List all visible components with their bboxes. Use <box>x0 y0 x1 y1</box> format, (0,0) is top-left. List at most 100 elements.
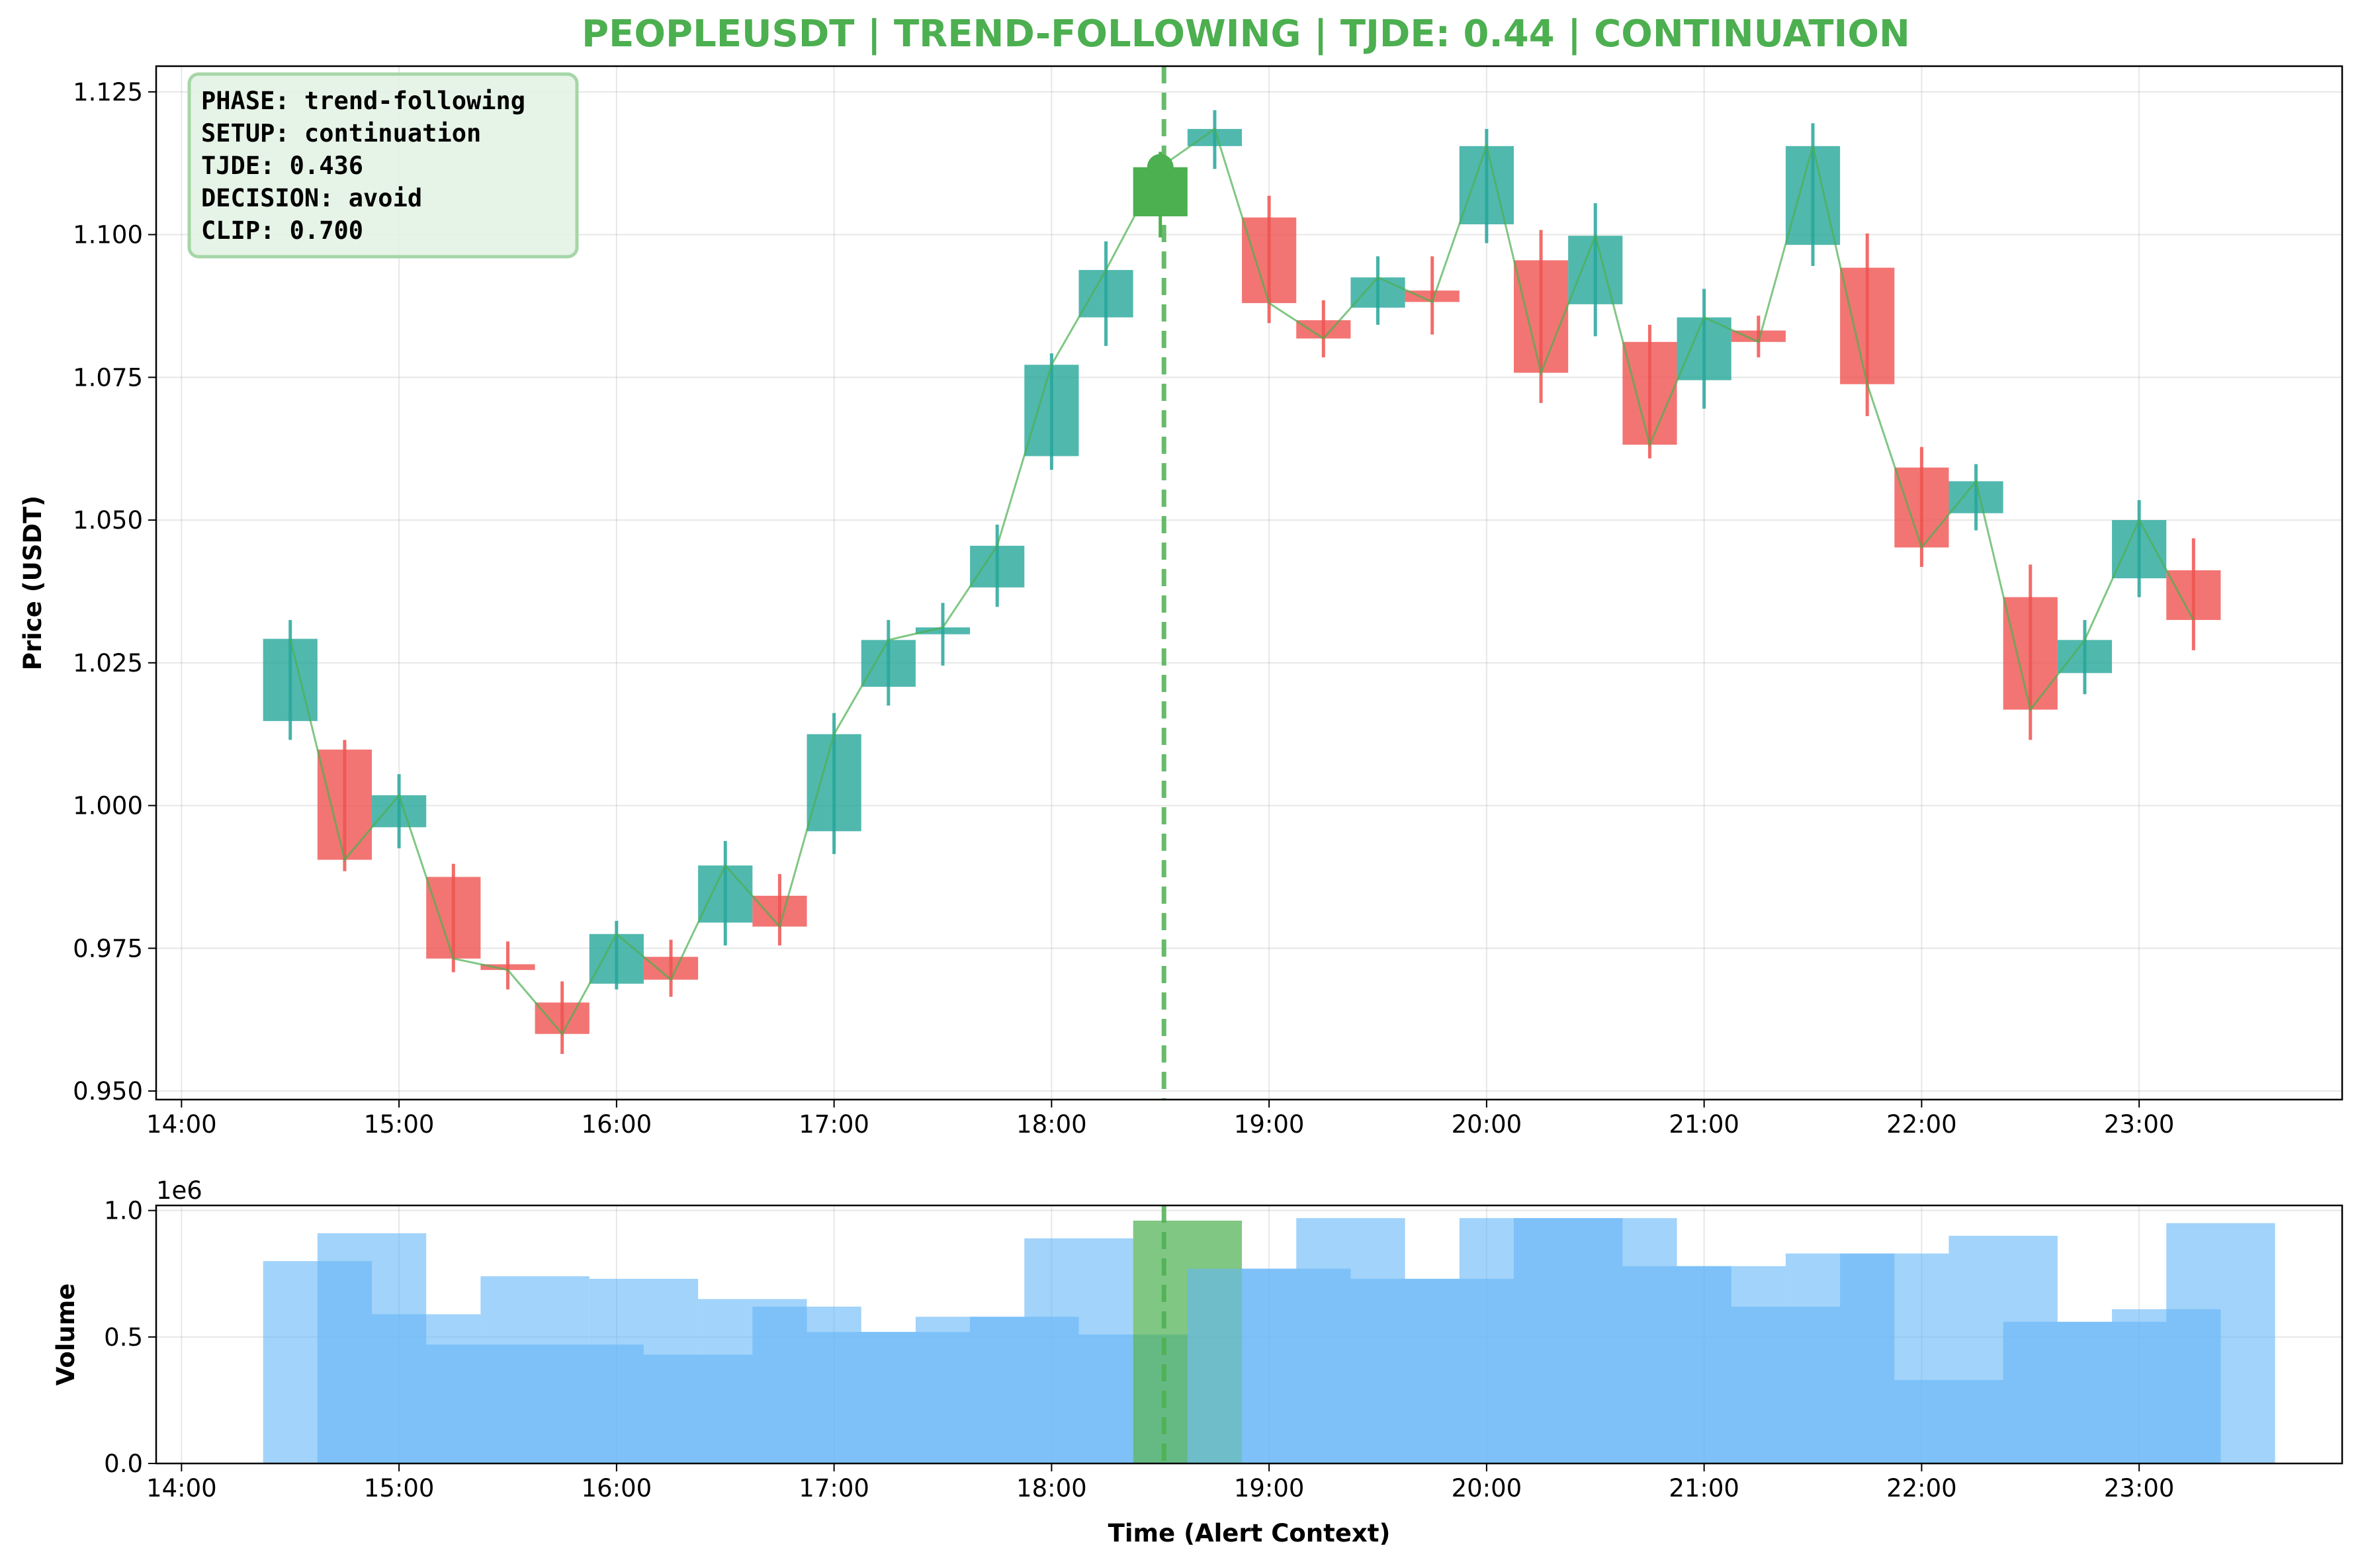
info-tjde: TJDE: 0.436 <box>201 152 363 180</box>
candle <box>807 713 861 854</box>
volume-x-tick-label: 17:00 <box>799 1474 869 1503</box>
candle-body <box>1459 146 1514 225</box>
x-axis-label: Time (Alert Context) <box>1108 1519 1391 1547</box>
candle-body <box>372 795 427 828</box>
candle <box>480 941 535 990</box>
price-x-tick-label: 23:00 <box>2104 1110 2175 1139</box>
candle-body <box>1568 236 1623 304</box>
candle <box>643 939 699 997</box>
candle-body <box>1677 317 1731 380</box>
info-decision: DECISION: avoid <box>201 184 422 212</box>
price-y-tick-label: 0.975 <box>73 934 143 963</box>
candle-body <box>1350 277 1405 308</box>
candle <box>1568 203 1623 337</box>
price-y-ticks: 0.950 0.975 1.000 1.025 1.050 1.075 1.100 1.125 <box>73 78 156 1106</box>
candle <box>372 774 427 849</box>
volume-x-tick-label: 20:00 <box>1452 1474 1522 1503</box>
candle-body <box>317 749 372 860</box>
info-clip: CLIP: 0.700 <box>201 216 363 245</box>
candle-body <box>1894 467 1949 548</box>
candle <box>1513 230 1569 404</box>
price-y-tick-label: 1.075 <box>73 363 143 392</box>
alert-marker <box>1147 153 1174 181</box>
price-x-tick-label: 21:00 <box>1669 1110 1739 1139</box>
candle <box>1350 256 1405 325</box>
candle-body <box>1840 267 1895 384</box>
candle-body <box>1948 481 2003 513</box>
candle-body <box>915 627 971 634</box>
candle <box>1622 324 1677 458</box>
close-price-line <box>289 127 2195 1036</box>
candle <box>1459 128 1514 243</box>
candle <box>915 603 971 666</box>
price-x-tick-label: 20:00 <box>1452 1110 1522 1139</box>
candle-body <box>861 640 916 687</box>
volume-x-tick-label: 21:00 <box>1669 1474 1739 1503</box>
volume-x-tick-label: 23:00 <box>2104 1474 2175 1503</box>
volume-x-tick-label: 15:00 <box>364 1474 435 1503</box>
info-setup: SETUP: continuation <box>201 119 481 148</box>
candle <box>1078 241 1133 346</box>
candle-body <box>698 865 753 923</box>
candle <box>1242 195 1297 324</box>
volume-y-tick-label: 0.0 <box>104 1450 143 1478</box>
candle <box>1024 353 1079 470</box>
chart-title: PEOPLEUSDT | TREND-FOLLOWING | TJDE: 0.4… <box>582 13 1910 56</box>
candle-body <box>1731 330 1786 342</box>
price-y-tick-label: 1.000 <box>73 792 143 820</box>
volume-x-ticks: 14:00 15:00 16:00 17:00 18:00 19:00 20:00 21:00… <box>146 1463 2174 1503</box>
price-y-tick-label: 1.025 <box>73 649 143 677</box>
volume-x-tick-label: 22:00 <box>1886 1474 1957 1503</box>
volume-x-tick-label: 16:00 <box>582 1474 652 1503</box>
candle <box>2057 620 2113 695</box>
volume-y-axis-label: Volume <box>52 1284 80 1386</box>
candle <box>589 920 644 990</box>
candle <box>1677 288 1731 409</box>
candle <box>263 620 318 740</box>
info-box: PHASE: trend-following SETUP: continuati… <box>187 72 579 259</box>
price-x-tick-label: 14:00 <box>146 1110 217 1139</box>
candle-body <box>1296 320 1351 339</box>
price-x-tick-label: 18:00 <box>1016 1110 1087 1139</box>
price-y-tick-label: 1.100 <box>73 221 143 249</box>
volume-axes-frame <box>155 1204 2343 1465</box>
candle-body <box>263 638 318 721</box>
price-x-ticks: 14:00 15:00 16:00 17:00 18:00 19:00 20:00 21:00… <box>146 1100 2174 1139</box>
price-y-tick-label: 1.125 <box>73 78 143 107</box>
price-x-tick-label: 15:00 <box>364 1110 435 1139</box>
price-panel: 0.950 0.975 1.000 1.025 1.050 1.075 1.100 1.125… <box>19 65 2343 1139</box>
volume-x-tick-label: 18:00 <box>1016 1474 1087 1503</box>
volume-y-ticks: 0.0 0.5 1.0 <box>104 1197 156 1478</box>
candle <box>1948 464 2003 531</box>
candle <box>861 620 916 706</box>
price-axes-frame <box>155 65 2343 1101</box>
alert-point <box>1147 153 1174 181</box>
price-x-tick-label: 16:00 <box>582 1110 652 1139</box>
candle-body <box>2112 520 2167 579</box>
candle-body <box>2166 570 2221 621</box>
candle <box>1840 233 1895 417</box>
candle <box>317 740 372 871</box>
candle-body <box>2057 640 2113 674</box>
candle <box>535 981 590 1054</box>
price-x-tick-label: 17:00 <box>799 1110 869 1139</box>
candle-body <box>752 895 807 927</box>
candle-body <box>970 545 1025 588</box>
candle-body <box>1513 260 1569 373</box>
price-x-tick-label: 22:00 <box>1886 1110 1957 1139</box>
volume-panel: 0.0 0.5 1.0 14:00 15:00 16:00 17:00 18:00 19:00… <box>52 1176 2343 1547</box>
price-y-tick-label: 1.050 <box>73 506 143 535</box>
candle-body <box>1242 217 1297 304</box>
volume-bars <box>263 1218 2275 1463</box>
price-y-tick-label: 0.950 <box>73 1077 143 1106</box>
candle-body <box>1078 270 1133 318</box>
candle <box>1731 316 1786 358</box>
candle-body <box>480 964 535 971</box>
candle-body <box>1024 365 1079 457</box>
candle <box>1296 300 1351 358</box>
candle <box>752 874 807 945</box>
candle <box>970 524 1025 607</box>
volume-x-tick-label: 14:00 <box>146 1474 217 1503</box>
volume-bar <box>2166 1223 2275 1463</box>
volume-y-tick-label: 1.0 <box>104 1197 143 1225</box>
